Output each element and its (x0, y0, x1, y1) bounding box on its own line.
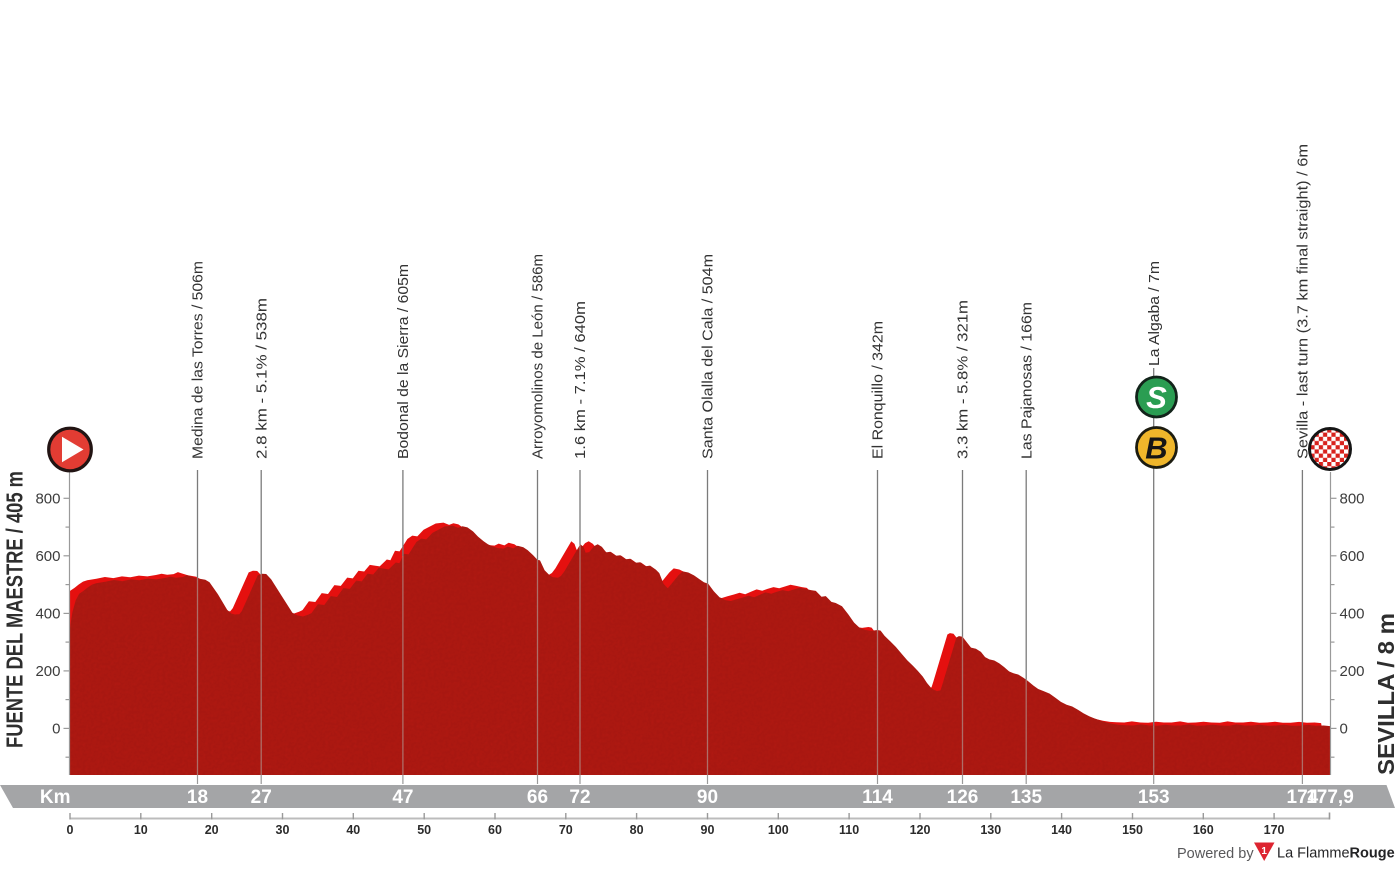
svg-text:El Ronquillo / 342m: El Ronquillo / 342m (870, 321, 887, 459)
svg-text:200: 200 (35, 663, 60, 680)
svg-text:20: 20 (205, 823, 219, 837)
svg-text:50: 50 (417, 823, 431, 837)
svg-text:40: 40 (346, 823, 360, 837)
svg-text:110: 110 (839, 823, 859, 837)
svg-text:10: 10 (134, 823, 148, 837)
svg-text:Bodonal de la Sierra / 605m: Bodonal de la Sierra / 605m (395, 264, 412, 459)
svg-text:30: 30 (276, 823, 290, 837)
svg-text:0: 0 (1340, 720, 1348, 737)
svg-text:100: 100 (768, 823, 789, 837)
svg-text:160: 160 (1193, 823, 1214, 837)
svg-text:177,9: 177,9 (1306, 787, 1354, 808)
svg-text:3.3 km - 5.8% / 321m: 3.3 km - 5.8% / 321m (955, 300, 972, 459)
svg-text:130: 130 (980, 823, 1001, 837)
svg-text:80: 80 (630, 823, 644, 837)
svg-text:S: S (1146, 380, 1167, 415)
svg-text:2.8 km - 5.1% / 538m: 2.8 km - 5.1% / 538m (253, 298, 270, 459)
svg-text:Las Pajanosas / 166m: Las Pajanosas / 166m (1018, 302, 1035, 459)
svg-text:La Algaba / 7m: La Algaba / 7m (1146, 261, 1163, 366)
svg-text:1: 1 (1261, 846, 1267, 857)
svg-text:72: 72 (569, 787, 590, 808)
svg-text:66: 66 (527, 787, 548, 808)
svg-text:Km: Km (40, 787, 71, 808)
svg-text:FUENTE DEL MAESTRE / 405 m: FUENTE DEL MAESTRE / 405 m (2, 471, 28, 748)
svg-text:SEVILLA / 8 m: SEVILLA / 8 m (1373, 613, 1399, 775)
svg-text:600: 600 (35, 548, 60, 565)
svg-text:800: 800 (35, 490, 60, 507)
svg-text:170: 170 (1264, 823, 1285, 837)
svg-text:18: 18 (187, 787, 208, 808)
svg-text:Santa Olalla del Cala / 504m: Santa Olalla del Cala / 504m (700, 254, 717, 459)
svg-text:Sevilla - last turn (3.7 km fi: Sevilla - last turn (3.7 km final straig… (1295, 144, 1312, 459)
svg-text:120: 120 (910, 823, 931, 837)
svg-text:Medina de las Torres / 506m: Medina de las Torres / 506m (190, 261, 207, 459)
svg-text:150: 150 (1122, 823, 1143, 837)
svg-text:800: 800 (1340, 490, 1365, 507)
svg-text:600: 600 (1340, 548, 1365, 565)
svg-text:70: 70 (559, 823, 573, 837)
svg-text:174: 174 (1287, 787, 1319, 808)
svg-text:0: 0 (67, 823, 74, 837)
svg-text:27: 27 (251, 787, 272, 808)
svg-text:400: 400 (1340, 605, 1365, 622)
svg-text:140: 140 (1051, 823, 1072, 837)
svg-text:Arroyomolinos de León / 586m: Arroyomolinos de León / 586m (530, 254, 547, 459)
svg-text:153: 153 (1138, 787, 1170, 808)
svg-text:1.6 km - 7.1% / 640m: 1.6 km - 7.1% / 640m (572, 301, 589, 459)
svg-text:0: 0 (52, 720, 60, 737)
svg-text:400: 400 (35, 605, 60, 622)
svg-text:Powered by: Powered by (1177, 846, 1254, 862)
svg-text:90: 90 (697, 787, 718, 808)
svg-text:200: 200 (1340, 663, 1365, 680)
svg-text:135: 135 (1010, 787, 1042, 808)
svg-text:47: 47 (392, 787, 413, 808)
svg-text:90: 90 (701, 823, 715, 837)
svg-text:La FlammeRouge: La FlammeRouge (1277, 846, 1395, 862)
svg-text:114: 114 (862, 787, 893, 808)
svg-text:60: 60 (488, 823, 502, 837)
svg-text:126: 126 (947, 787, 979, 808)
svg-text:B: B (1145, 431, 1167, 466)
